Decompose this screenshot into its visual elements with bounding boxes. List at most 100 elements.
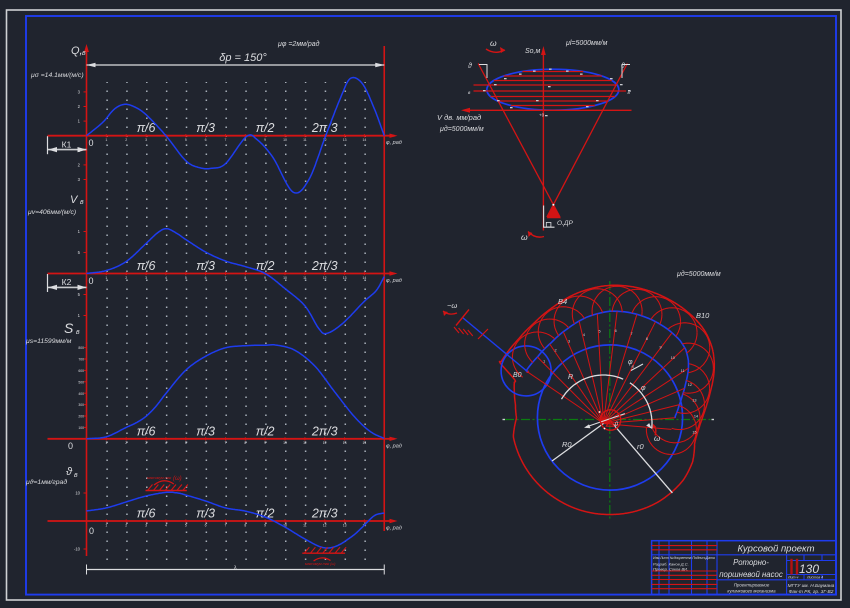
svg-text:12: 12 — [323, 523, 327, 527]
svg-text:14: 14 — [363, 138, 367, 142]
svg-text:μσ =14.1мм/(м/с): μσ =14.1мм/(м/с) — [30, 72, 84, 79]
svg-text:600: 600 — [78, 369, 84, 373]
svg-text:9: 9 — [264, 276, 266, 280]
svg-text:Лит ч: Лит ч — [787, 576, 798, 580]
svg-text:2π/3: 2π/3 — [311, 424, 338, 438]
svg-text:Листов 4: Листов 4 — [806, 576, 823, 580]
svg-text:4: 4 — [165, 523, 167, 527]
svg-text:в: в — [76, 329, 80, 336]
svg-text:12: 12 — [323, 441, 327, 445]
svg-text:Sо,м: Sо,м — [525, 48, 541, 55]
svg-text:14: 14 — [363, 276, 367, 280]
svg-text:λ: λ — [234, 565, 237, 571]
svg-text:2: 2 — [78, 104, 81, 109]
svg-text:π/3: π/3 — [196, 259, 215, 273]
svg-text:3: 3 — [145, 523, 147, 527]
svg-text:13: 13 — [343, 276, 347, 280]
svg-text:6: 6 — [205, 523, 207, 527]
svg-text:π/3: π/3 — [196, 121, 215, 135]
svg-text:R: R — [568, 374, 573, 381]
svg-text:400: 400 — [78, 392, 84, 396]
svg-text:11: 11 — [303, 276, 307, 280]
svg-text:8: 8 — [244, 441, 246, 445]
svg-text:10: 10 — [671, 356, 675, 360]
svg-text:7: 7 — [225, 441, 227, 445]
svg-text:В4: В4 — [558, 297, 567, 306]
svg-text:0: 0 — [615, 422, 619, 428]
svg-text:9: 9 — [264, 138, 266, 142]
svg-text:7: 7 — [631, 332, 633, 336]
svg-text:б: б — [632, 364, 635, 369]
svg-text:6: 6 — [205, 276, 207, 280]
svg-text:r0: r0 — [637, 442, 644, 451]
svg-text:2π/3: 2π/3 — [311, 121, 338, 135]
svg-text:11: 11 — [303, 138, 307, 142]
svg-text:700: 700 — [78, 358, 84, 362]
svg-text:13: 13 — [343, 441, 347, 445]
svg-text:10: 10 — [283, 523, 287, 527]
svg-text:V: V — [70, 194, 79, 206]
svg-text:13: 13 — [692, 399, 696, 403]
svg-text:5: 5 — [78, 250, 81, 255]
svg-text:4: 4 — [165, 441, 167, 445]
svg-text:π/2: π/2 — [256, 507, 275, 521]
svg-text:φ: φ — [628, 359, 633, 366]
svg-text:поршневой насос: поршневой насос — [719, 570, 783, 579]
svg-text:3: 3 — [568, 339, 570, 343]
svg-text:4: 4 — [583, 333, 585, 337]
svg-text:5: 5 — [185, 523, 187, 527]
svg-text:15: 15 — [692, 431, 696, 435]
svg-text:14: 14 — [694, 415, 698, 419]
svg-text:δр = 150°: δр = 150° — [219, 52, 267, 64]
svg-text:6: 6 — [615, 329, 617, 333]
svg-text:(ω): (ω) — [173, 476, 182, 482]
svg-text:8: 8 — [244, 138, 246, 142]
svg-text:100: 100 — [78, 426, 84, 430]
svg-text:800: 800 — [78, 346, 84, 350]
svg-text:В0: В0 — [513, 372, 522, 379]
svg-text:π/2: π/2 — [256, 259, 275, 273]
svg-text:φ, рад: φ, рад — [386, 526, 402, 532]
svg-text:200: 200 — [78, 415, 84, 419]
svg-text:5: 5 — [78, 292, 81, 297]
svg-text:МГТУ им. Н.Баумана: МГТУ им. Н.Баумана — [788, 583, 835, 589]
svg-text:9: 9 — [660, 346, 662, 350]
svg-text:в: в — [80, 199, 84, 206]
svg-text:300: 300 — [78, 403, 84, 407]
svg-text:Q,: Q, — [71, 45, 83, 57]
svg-text:Изм.Лист №документа ПодписьДат: Изм.Лист №документа ПодписьДата — [653, 556, 715, 560]
svg-text:13: 13 — [343, 138, 347, 142]
svg-text:Курсовой проект: Курсовой проект — [737, 544, 814, 555]
svg-text:Провер. Соков ВИ.: Провер. Соков ВИ. — [653, 566, 688, 571]
svg-text:8: 8 — [244, 276, 246, 280]
svg-text:6: 6 — [205, 441, 207, 445]
svg-text:1: 1 — [543, 360, 545, 364]
svg-text:0: 0 — [68, 441, 73, 451]
svg-text:μφ =2мм/рад: μφ =2мм/рад — [277, 40, 320, 48]
svg-text:130: 130 — [799, 562, 819, 576]
svg-text:7: 7 — [225, 276, 227, 280]
svg-text:π/2: π/2 — [256, 424, 275, 438]
svg-text:4: 4 — [165, 276, 167, 280]
svg-text:1: 1 — [105, 441, 107, 445]
svg-text:2: 2 — [125, 276, 127, 280]
svg-text:8: 8 — [244, 523, 246, 527]
svg-text:2: 2 — [78, 163, 81, 168]
svg-text:в: в — [74, 472, 78, 479]
svg-text:кулачкового механизма: кулачкового механизма — [727, 589, 776, 594]
svg-text:К2: К2 — [62, 277, 72, 287]
svg-text:π/3: π/3 — [196, 507, 215, 521]
svg-text:10: 10 — [283, 276, 287, 280]
svg-text:14: 14 — [363, 441, 367, 445]
svg-text:μl=5000мм/м: μl=5000мм/м — [565, 40, 608, 47]
svg-text:в': в' — [628, 90, 631, 95]
svg-text:μϑ=1мм/град: μϑ=1мм/град — [25, 478, 67, 486]
svg-text:−ω: −ω — [447, 301, 457, 310]
svg-text:5: 5 — [185, 138, 187, 142]
svg-text:1: 1 — [78, 229, 81, 234]
svg-text:7: 7 — [225, 138, 227, 142]
svg-text:12: 12 — [323, 276, 327, 280]
svg-text:φ, рад: φ, рад — [386, 443, 402, 449]
svg-text:10: 10 — [75, 491, 80, 496]
svg-text:π/6: π/6 — [137, 424, 156, 438]
